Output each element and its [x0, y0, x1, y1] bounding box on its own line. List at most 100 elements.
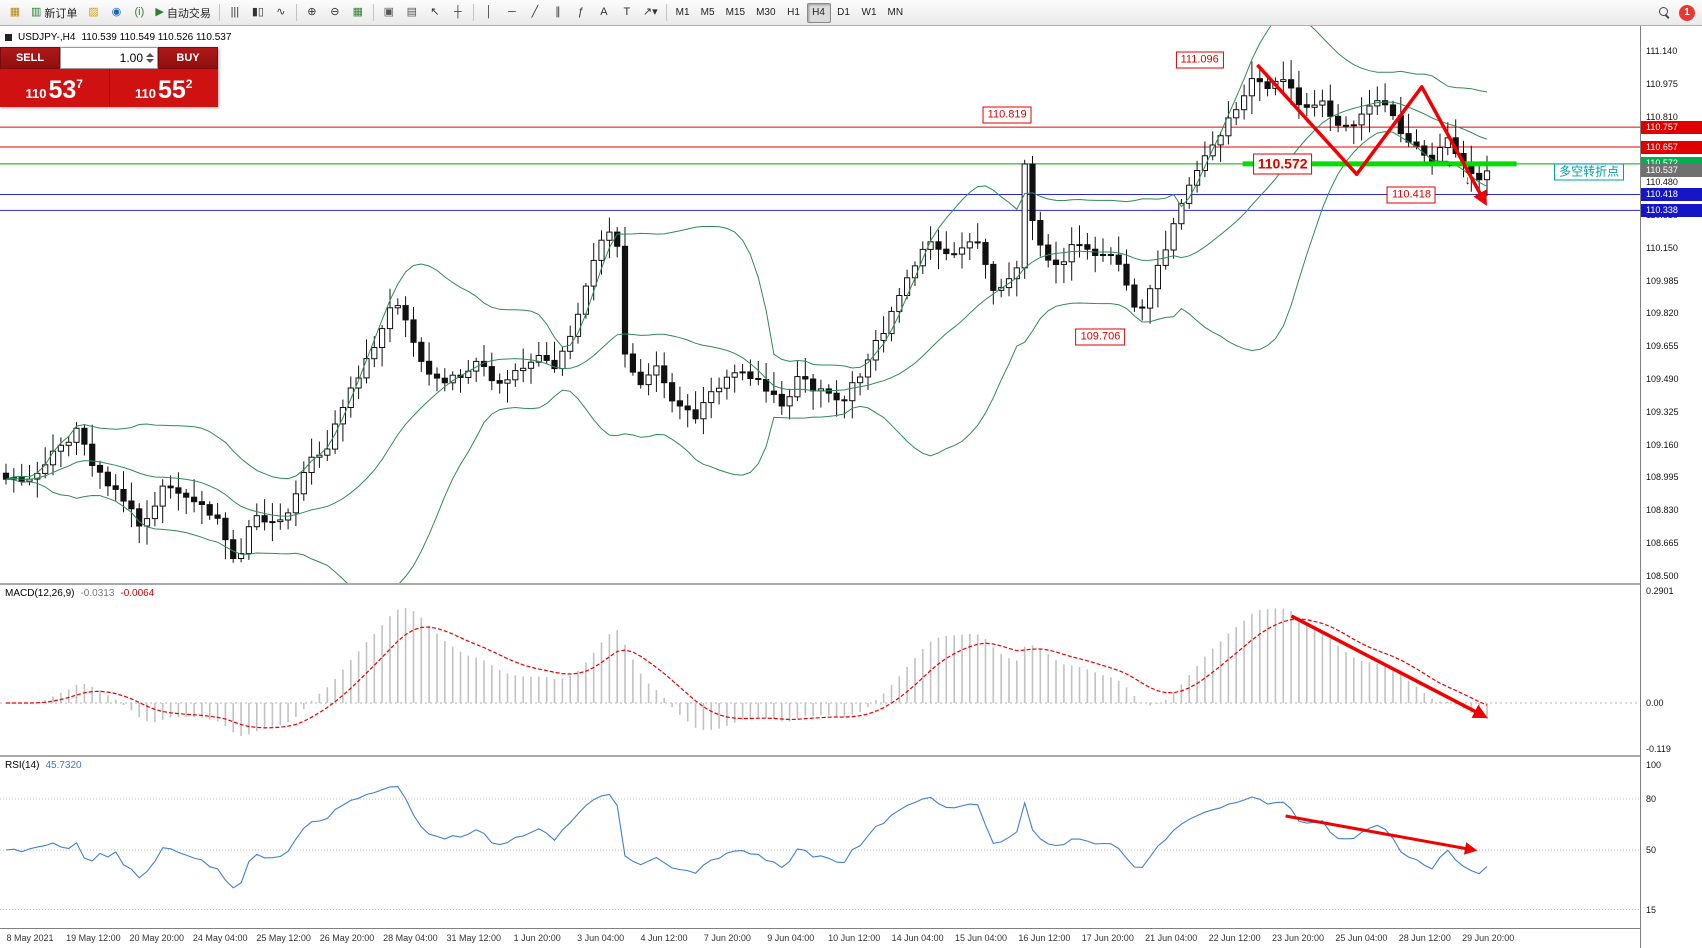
sell-price-button[interactable]: 110 53 7 [25, 76, 83, 104]
volume-value: 1.00 [119, 51, 143, 65]
cascade-windows-icon-glyph: ▣ [383, 6, 395, 18]
time-label: 29 Jun 20:00 [1462, 933, 1515, 943]
trendline-icon-glyph: ╱ [531, 6, 539, 18]
crosshair-icon[interactable]: ┼ [447, 2, 469, 24]
time-label: 20 May 20:00 [129, 933, 185, 943]
vertical-line-icon[interactable]: │ [478, 2, 500, 24]
data-window-icon[interactable]: (i) [128, 2, 150, 24]
time-label: 1 Jun 20:00 [513, 933, 561, 943]
timeframe-button-mn[interactable]: MN [883, 3, 909, 23]
tile-windows-icon[interactable]: ▦ [347, 2, 369, 24]
new-order-button-glyph: ▥ [31, 6, 42, 18]
line-chart-icon[interactable]: ∿ [270, 2, 292, 24]
price-tick: 109.325 [1646, 406, 1679, 417]
label-icon[interactable]: T [616, 2, 638, 24]
market-watch-icon-glyph: ◉ [111, 6, 122, 18]
chart-title: USDJPY-,H4 110.539 110.549 110.526 110.5… [5, 32, 231, 43]
time-label: 25 May 12:00 [256, 933, 311, 943]
cursor-icon-glyph: ↖ [430, 6, 440, 18]
macd-canvas[interactable] [0, 585, 1640, 755]
arrow-tool-icon[interactable]: ↗▾ [639, 2, 662, 24]
time-label: 14 Jun 04:00 [891, 933, 944, 943]
time-label: 7 Jun 20:00 [703, 933, 751, 943]
auto-trading-button[interactable]: ▶ 自动交易 [151, 2, 214, 24]
arrange-windows-icon-glyph: ▤ [406, 6, 418, 18]
volume-spinner[interactable] [146, 53, 154, 63]
price-tick: 111.140 [1646, 46, 1678, 56]
rsi-scale-label: 100 [1646, 760, 1662, 770]
time-label: 9 Jun 04:00 [767, 933, 815, 943]
market-watch-icon[interactable]: ◉ [105, 2, 127, 24]
time-label: 19 May 12:00 [66, 933, 121, 943]
auto-trading-button-label: 自动交易 [166, 7, 211, 20]
trendline-icon[interactable]: ╱ [524, 2, 546, 24]
timeframe-button-h4[interactable]: H4 [806, 2, 831, 23]
profiles-icon[interactable]: ▨ [82, 2, 104, 24]
time-axis[interactable]: 8 May 2021 19 May 12:00 20 May 20:00 24 May… [0, 928, 1640, 948]
macd-scale-label: 0.00 [1646, 698, 1664, 708]
timeframe-button-m15[interactable]: M15 [721, 3, 750, 23]
main-chart-canvas[interactable]: ↓+ [0, 26, 1640, 583]
chart-annotation[interactable]: 110.819 [982, 106, 1032, 124]
cascade-windows-icon[interactable]: ▣ [378, 2, 400, 24]
panel-divider[interactable] [0, 583, 1640, 585]
price-tag: 110.338 [1641, 203, 1702, 217]
down-arrow-marker: ↓ [1465, 173, 1471, 187]
time-label: 10 Jun 12:00 [828, 933, 881, 943]
price-tick: 109.985 [1646, 275, 1679, 286]
rsi-label: RSI(14) 45.7320 [5, 760, 82, 771]
buy-button[interactable]: BUY [158, 47, 218, 69]
chart-annotation[interactable]: 110.418 [1386, 186, 1436, 204]
buy-price-button[interactable]: 110 55 2 [108, 69, 219, 107]
label-icon-glyph: T [623, 6, 631, 18]
channel-icon[interactable]: ∥ [547, 2, 569, 24]
rsi-panel[interactable]: RSI(14) 45.7320 [0, 757, 1640, 928]
time-label: 28 Jun 12:00 [1398, 933, 1451, 943]
macd-main-value: -0.0313 [80, 588, 115, 599]
arrange-windows-icon[interactable]: ▤ [401, 2, 423, 24]
sell-button[interactable]: SELL [0, 47, 60, 69]
search-icon[interactable] [1653, 2, 1675, 24]
symbol-timeframe-label: USDJPY-,H4 [18, 32, 76, 43]
bar-chart-icon[interactable]: ||| [224, 2, 246, 24]
profiles-icon-glyph: ▨ [88, 6, 99, 18]
zoom-in-icon[interactable]: ⊕ [301, 2, 323, 24]
timeframe-button-h1[interactable]: H1 [782, 3, 806, 23]
chart-annotation[interactable]: 110.572 [1252, 153, 1313, 175]
macd-scale-label: -0.119 [1646, 743, 1671, 754]
new-order-button[interactable]: ▥ 新订单 [27, 2, 81, 24]
timeframe-button-d1[interactable]: D1 [832, 3, 856, 23]
zoom-out-icon[interactable]: ⊖ [324, 2, 346, 24]
time-label: 31 May 12:00 [446, 933, 502, 943]
price-tick: 109.655 [1646, 341, 1679, 352]
timeframe-button-w1[interactable]: W1 [857, 3, 882, 23]
panel-divider[interactable] [0, 755, 1640, 757]
text-icon[interactable]: A [593, 2, 615, 24]
time-label: 28 May 04:00 [383, 933, 438, 943]
horizontal-line-icon[interactable]: ─ [501, 2, 523, 24]
rsi-canvas[interactable] [0, 757, 1640, 928]
time-label: 8 May 2021 [6, 933, 54, 943]
chart-window-icon[interactable]: ▦ [4, 2, 26, 24]
one-click-trading-widget: SELL 1.00 BUY 110 53 7 110 55 2 [0, 47, 218, 107]
cursor-icon[interactable]: ↖ [424, 2, 446, 24]
fibonacci-icon[interactable]: ƒ [570, 2, 592, 24]
price-tick: 108.500 [1646, 570, 1679, 581]
timeframe-button-m5[interactable]: M5 [696, 3, 720, 23]
timeframe-button-m1[interactable]: M1 [671, 3, 695, 23]
chart-annotation[interactable]: 111.096 [1175, 51, 1224, 69]
main-toolbar: ▦ ▥ 新订单 ▨ ◉ (i) ▶ 自动交易 ||| ▮▯ ∿ ⊕ ⊖ ▦ ▣ ▤ ↖ ┼ │ ─ ╱ ∥ ƒ A T ↗▾ M1 M… [0, 0, 1702, 26]
rsi-value: 45.7320 [45, 760, 82, 771]
main-chart-panel[interactable]: ↓ + USDJPY-,H4 110.539 110.549 110.526 11… [0, 26, 1640, 583]
macd-panel[interactable]: MACD(12,26,9) -0.0313 -0.0064 [0, 585, 1640, 755]
candlestick-chart-icon[interactable]: ▮▯ [247, 2, 269, 24]
plus-marker: + [1447, 160, 1452, 170]
notification-badge[interactable]: 1 [1679, 4, 1695, 21]
chart-annotation[interactable]: 109.706 [1075, 328, 1126, 346]
chart-annotation[interactable]: 多空转折点 [1554, 163, 1625, 181]
price-scale[interactable]: 111.140110.975110.810110.645110.480110.3… [1640, 26, 1702, 948]
price-tick: 110.810 [1646, 111, 1678, 122]
volume-input[interactable]: 1.00 [60, 47, 158, 69]
timeframe-button-m30[interactable]: M30 [751, 3, 780, 23]
zoom-out-icon-glyph: ⊖ [330, 6, 340, 18]
